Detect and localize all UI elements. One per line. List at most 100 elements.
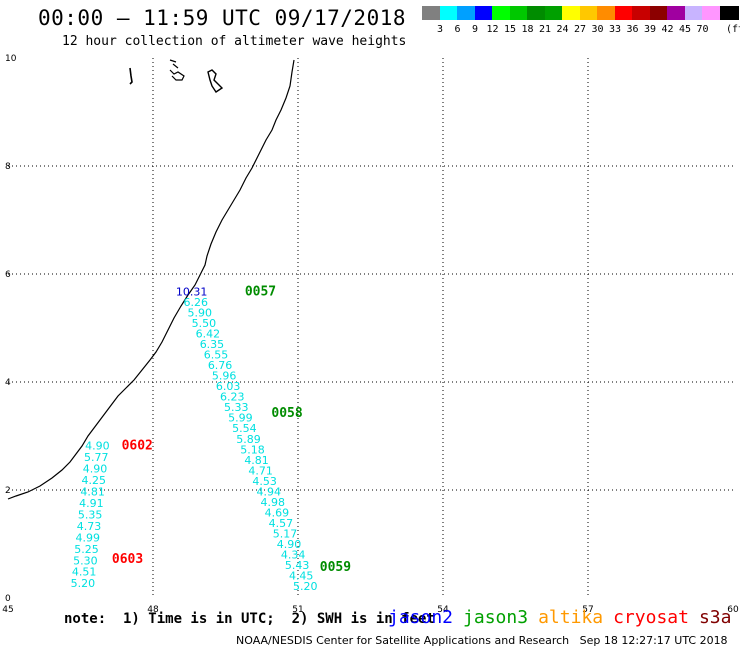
track-b-swh-value: 4.99 [76,531,101,544]
track-a-swh-value: 6.55 [204,349,229,362]
longitude-label: 57 [582,605,593,615]
legend-unit: (ft) [725,24,740,35]
legend-label: 45 [678,24,692,35]
legend-swatch [667,6,686,20]
track-a-swh-value: 5.90 [188,307,213,320]
track-a-swh-value: 6.03 [216,380,241,393]
latitude-label: 10 [5,54,17,64]
legend-label: 33 [608,24,622,35]
track-a-swh-value: 6.35 [200,338,225,351]
track-a-swh-value: 5.89 [236,433,261,446]
lat-lon-grid: 45 48 51 54 57 60 0 2 4 6 8 10 [2,54,739,615]
latitude-label: 6 [5,270,11,280]
track-b-swh-value: 4.90 [85,440,110,453]
legend-swatch [649,6,669,20]
track-a-swh-value: 4.34 [281,548,306,561]
track-a-swh-value: 6.26 [183,296,208,309]
track-a-swh-value: 4.53 [252,475,277,488]
track-a-swh-value: 10.31 [176,286,208,299]
track-b-swh-value: 5.77 [84,451,109,464]
pass-number-label: 0603 [112,552,143,567]
island-3 [169,59,179,69]
legend-label: 27 [573,24,587,35]
legend-swatch [439,6,459,20]
legend-swatch [527,6,546,20]
satellite-altika: altika [538,607,604,628]
legend-swatch [579,6,599,20]
longitude-label: 54 [437,605,449,615]
track-a-swh-value: 5.96 [212,370,237,383]
legend-label: 15 [503,24,517,35]
track-a-swh-value: 4.98 [261,496,286,509]
legend-swatch [492,6,511,20]
legend-swatch [719,6,739,20]
legend-swatch [614,6,634,20]
map-title: 00:00 – 11:59 UTC 09/17/2018 [38,6,407,30]
track-a-swh-value: 5.43 [285,559,310,572]
track-b-swh-value: 5.25 [74,543,99,556]
timestamp-text: Sep 18 12:27:17 UTC 2018 [579,634,728,647]
legend-label: 18 [521,24,534,35]
track-a-swh-value: 4.71 [248,464,273,477]
pass-labels: 0057 0058 0059 0602 0603 [112,285,351,575]
legend-swatch [422,6,441,20]
legend-label: 39 [643,24,657,35]
island-4 [207,69,224,93]
legend-label: 6 [454,24,461,35]
credit-text: NOAA/NESDIS Center for Satellite Applica… [236,634,570,647]
legend-label: 36 [626,24,639,35]
legend-label: 9 [471,24,479,35]
legend-swatch [544,6,564,20]
units-note: note: 1) Time is in UTC; 2) SWH is in fe… [64,611,435,627]
track-b-swh-value: 4.90 [83,462,108,475]
latitude-label: 2 [5,486,11,496]
track-a-swh-value: 4.90 [277,538,302,551]
track-a-swh-value: 6.76 [208,359,233,372]
track-a-swh-value: 5.18 [240,443,265,456]
legend-swatch [457,6,476,20]
latitude-label: 0 [5,594,11,604]
satellite-legend: jason2 jason3 altika cryosat s3a [388,607,740,628]
track-a-swh-value: 5.99 [228,412,253,425]
coastline [7,59,295,500]
track-a-swh-value: 4.57 [269,517,294,530]
track-a-swh-value: 4.94 [256,485,281,498]
pass-number-label: 0059 [320,560,351,575]
track-a-swh-value: 5.50 [192,317,217,330]
legend-swatch [684,6,704,20]
track-b-swh-value: 4.73 [77,520,102,533]
legend-label: 24 [556,24,569,35]
altimeter-tracks: 10.316.265.905.506.426.356.556.765.966.0… [71,286,318,593]
legend-swatch [562,6,581,20]
track-a-swh-value: 5.54 [232,422,257,435]
track-a-swh-value: 5.20 [293,580,318,593]
legend-label: 42 [661,24,674,35]
track-a-swh-value: 6.23 [220,391,245,404]
latitude-label: 4 [5,378,11,388]
longitude-label: 60 [727,605,739,615]
pass-number-label: 0602 [122,439,153,454]
latitude-label: 8 [5,162,11,172]
track-a-swh-value: 5.17 [273,527,298,540]
legend-swatch [702,6,721,20]
coastline-path [7,59,295,500]
legend-label: 30 [591,24,604,35]
satellite-s3a: s3a [698,607,732,628]
legend-swatch [474,6,494,20]
pass-number-label: 0057 [245,285,276,300]
track-a-swh-value: 4.69 [265,506,290,519]
satellite-jason2: jason2 [388,607,454,628]
track-a-swh-value: 4.45 [289,569,314,582]
map-subtitle: 12 hour collection of altimeter wave hei… [62,34,407,49]
legend-label: 21 [538,24,552,35]
satellite-cryosat: cryosat [613,607,689,628]
track-b-swh-value: 5.20 [71,577,96,590]
track-a-swh-value: 6.42 [196,328,221,341]
track-a-swh-value: 5.33 [224,401,249,414]
longitude-label: 51 [292,605,303,615]
track-b-swh-value: 5.35 [78,508,103,521]
track-b-swh-value: 4.81 [80,485,105,498]
island-1 [129,67,133,85]
track-b-swh-value: 4.25 [82,474,107,487]
